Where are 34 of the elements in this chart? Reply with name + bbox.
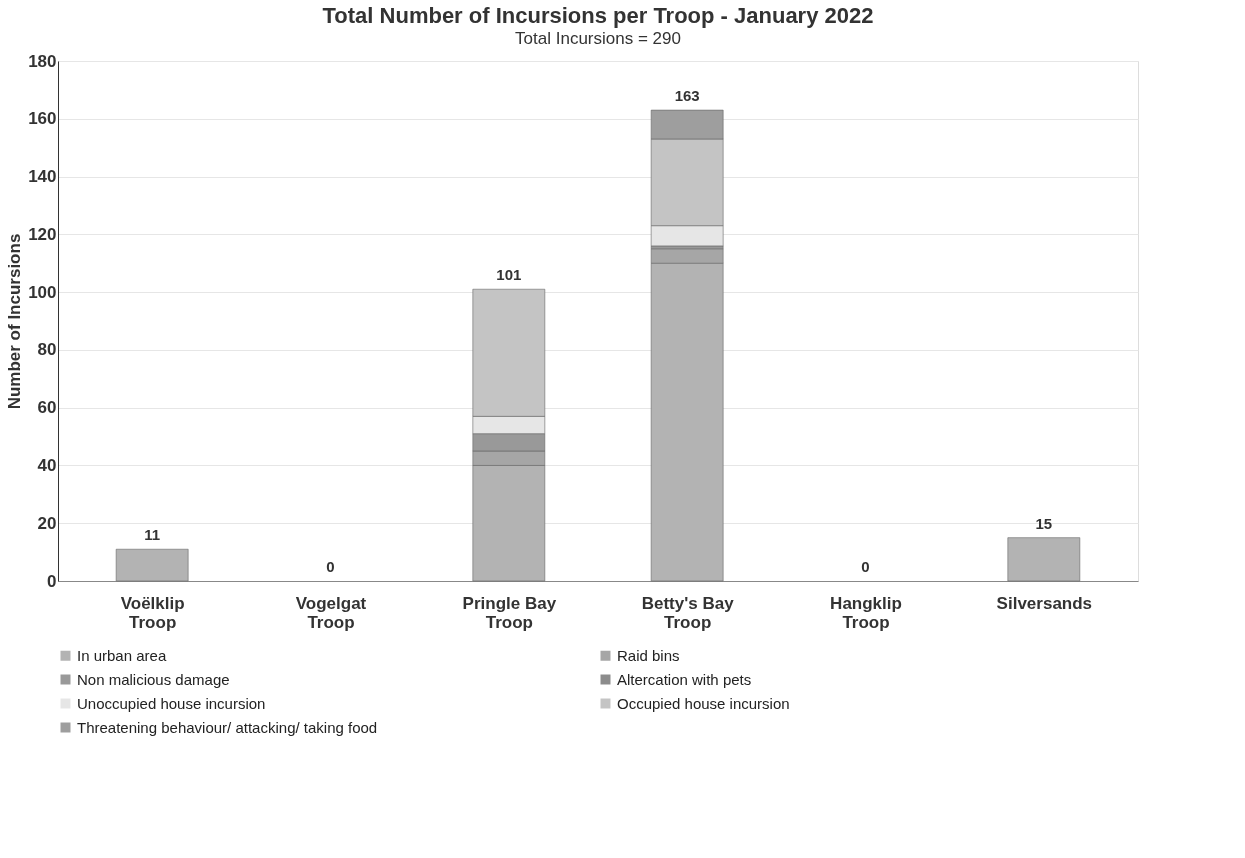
y-tick-label: 40 (37, 455, 57, 475)
total-label: 101 (496, 266, 522, 284)
legend-label: Altercation with pets (617, 670, 752, 688)
legend-label: Raid bins (617, 646, 680, 664)
chart-title: Total Number of Incursions per Troop - January 2022 (322, 3, 874, 28)
y-tick-label: 140 (28, 167, 57, 187)
y-tick-label: 80 (37, 340, 57, 360)
y-tick-label: 120 (28, 224, 57, 244)
legend-label: In urban area (77, 646, 167, 664)
y-tick-label: 160 (28, 109, 57, 129)
x-tick-label: Betty's Bay Troop (641, 593, 735, 632)
total-label: 11 (144, 526, 161, 544)
x-tick-label: Hangklip Troop (830, 593, 902, 632)
y-tick-label: 100 (28, 282, 57, 302)
x-tick-label: Vogelgat Troop (295, 593, 367, 632)
y-tick-label: 0 (47, 571, 57, 591)
y-tick-label: 20 (37, 513, 57, 533)
legend-label: Threatening behaviour/ attacking/ taking food (77, 718, 378, 736)
total-label: 15 (1035, 514, 1053, 532)
legend-label: Unoccupied house incursion (77, 694, 266, 712)
total-label: 0 (861, 558, 870, 575)
bar (1007, 537, 1081, 582)
x-tick-label: Silversands (996, 593, 1093, 613)
chart-subtitle: Total Incursions = 290 (515, 29, 681, 48)
y-tick-label: 180 (28, 51, 57, 71)
y-tick-label: 60 (37, 398, 57, 418)
total-label: 163 (674, 87, 700, 105)
x-tick-label: Pringle Bay Troop (462, 593, 557, 632)
legend-label: Occupied house incursion (617, 694, 790, 712)
y-axis-title: Number of Incursions (5, 233, 25, 410)
legend-label: Non malicious damage (77, 670, 230, 688)
x-tick-label: Voëlklip Troop (120, 593, 185, 632)
bar (115, 548, 189, 582)
total-label: 0 (326, 558, 335, 575)
